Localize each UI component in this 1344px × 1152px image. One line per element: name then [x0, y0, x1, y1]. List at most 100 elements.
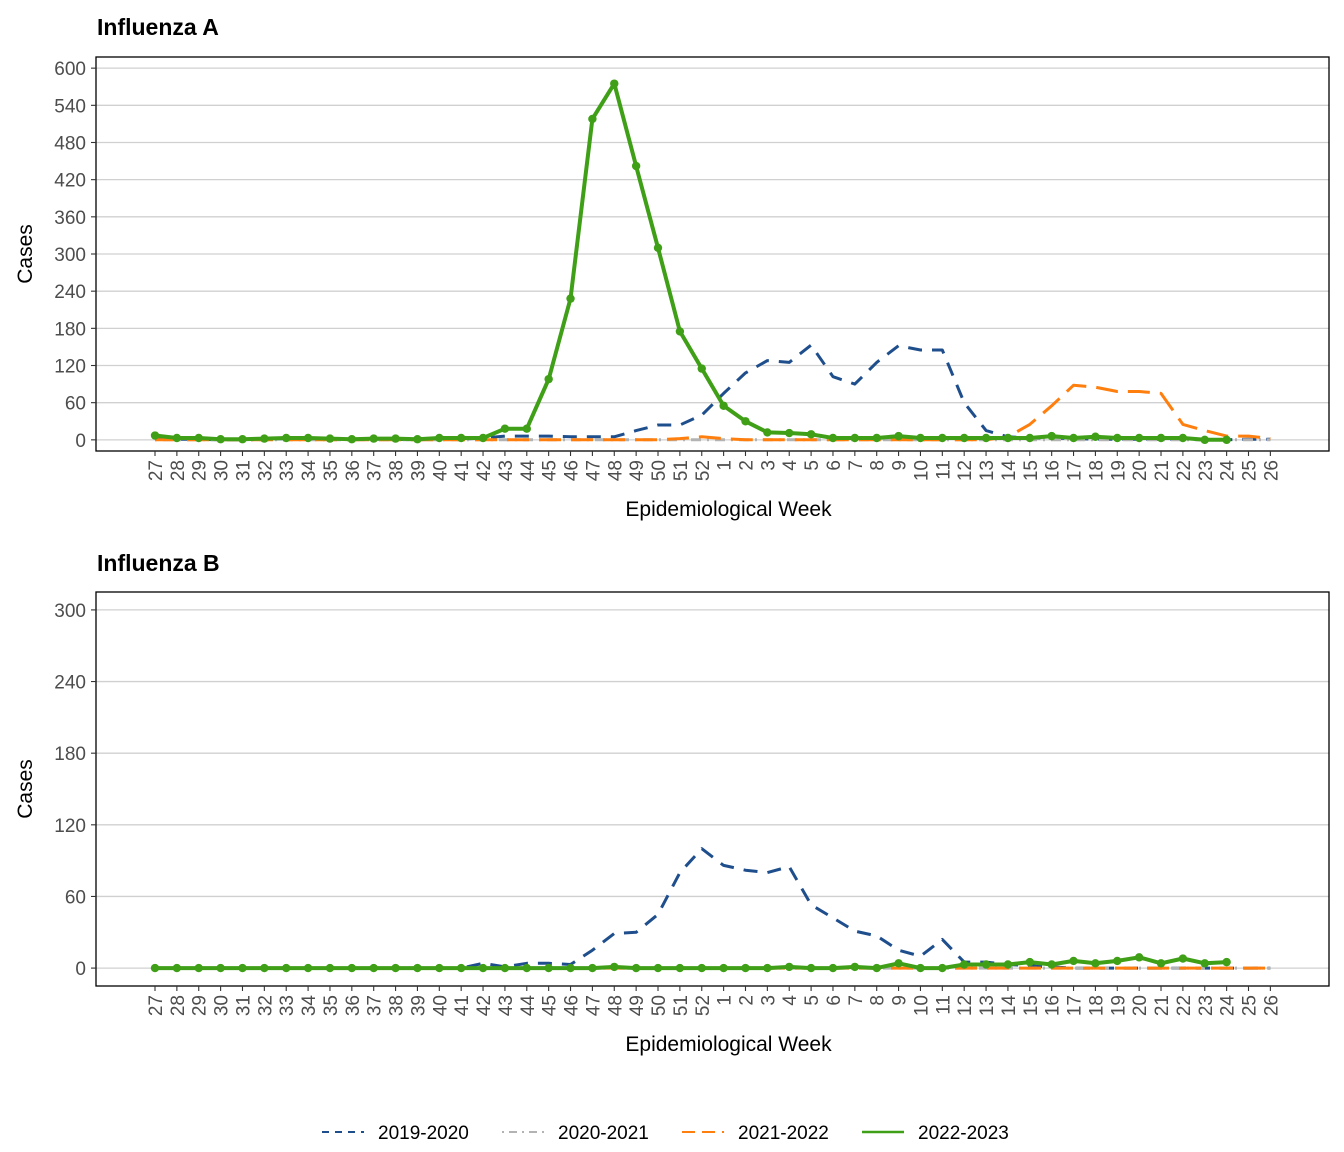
x-tick-label: 37	[365, 995, 386, 1016]
x-tick-label: 6	[824, 460, 845, 471]
data-point-2022-2023	[1200, 435, 1209, 445]
data-point-2022-2023	[785, 428, 794, 438]
x-tick-label: 24	[1218, 995, 1239, 1017]
data-point-2022-2023	[1156, 433, 1166, 443]
data-point-2022-2023	[1134, 953, 1144, 962]
x-tick-label: 51	[671, 460, 692, 481]
data-point-2022-2023	[150, 431, 160, 440]
data-point-2022-2023	[1069, 956, 1078, 966]
x-tick-label: 36	[343, 995, 364, 1016]
data-point-2022-2023	[1156, 959, 1166, 968]
x-tick-label: 27	[146, 460, 167, 481]
x-tick-label: 7	[846, 460, 867, 471]
x-tick-label: 13	[977, 460, 998, 481]
x-tick-label: 33	[277, 460, 298, 481]
series-line-2019-2020	[155, 343, 1271, 442]
data-point-2022-2023	[456, 963, 466, 973]
legend: 2019-2020 2020-2021 2021-2022 2022-2023	[322, 1123, 1009, 1144]
x-tick-label: 32	[255, 995, 276, 1016]
data-point-2022-2023	[916, 963, 925, 973]
x-tick-label: 44	[518, 995, 539, 1017]
x-tick-label: 7	[846, 995, 867, 1006]
x-tick-label: 20	[1130, 995, 1151, 1016]
x-tick-label: 52	[693, 460, 714, 481]
x-tick-label: 34	[299, 995, 320, 1017]
data-point-2022-2023	[894, 959, 903, 968]
data-point-2022-2023	[1113, 433, 1122, 443]
data-point-2022-2023	[588, 114, 597, 124]
x-tick-label: 3	[758, 460, 779, 471]
x-tick-label: 38	[387, 460, 408, 481]
data-point-2022-2023	[391, 434, 400, 443]
x-tick-label: 23	[1196, 995, 1217, 1016]
x-tick-label: 46	[562, 995, 583, 1016]
data-point-2022-2023	[566, 963, 575, 973]
data-point-2022-2023	[806, 430, 816, 439]
x-tick-label: 29	[190, 460, 211, 481]
data-point-2022-2023	[238, 963, 247, 973]
plot-frame	[95, 591, 1330, 987]
x-tick-label: 50	[649, 995, 670, 1016]
data-point-2022-2023	[959, 960, 969, 969]
data-point-2022-2023	[194, 963, 203, 973]
x-tick-label: 9	[890, 460, 911, 471]
x-tick-label: 30	[212, 995, 233, 1016]
data-point-2022-2023	[303, 963, 313, 973]
data-point-2022-2023	[938, 963, 947, 973]
data-point-2022-2023	[216, 435, 225, 444]
x-tick-label: 26	[1261, 460, 1282, 481]
data-point-2022-2023	[872, 433, 881, 443]
x-tick-label: 38	[387, 995, 408, 1016]
x-tick-label: 39	[408, 460, 429, 481]
data-point-2022-2023	[806, 963, 816, 973]
y-axis-title: Cases	[14, 224, 37, 284]
legend-label-2022-2023: 2022-2023	[918, 1123, 1009, 1144]
data-point-2022-2023	[391, 963, 400, 973]
data-point-2022-2023	[631, 963, 641, 973]
x-tick-label: 17	[1065, 460, 1086, 481]
x-tick-label: 39	[408, 995, 429, 1016]
x-tick-label: 10	[911, 995, 932, 1016]
data-point-2022-2023	[916, 433, 925, 443]
data-point-2022-2023	[1025, 433, 1035, 443]
x-tick-label: 9	[890, 995, 911, 1006]
x-tick-label: 37	[365, 460, 386, 481]
x-tick-label: 1	[715, 460, 736, 471]
x-tick-label: 31	[233, 460, 254, 481]
y-tick-label: 0	[75, 959, 86, 980]
x-tick-label: 16	[1043, 460, 1064, 481]
data-point-2022-2023	[850, 433, 860, 443]
x-tick-label: 45	[540, 995, 561, 1016]
x-tick-label: 25	[1240, 460, 1261, 481]
data-point-2022-2023	[369, 434, 378, 443]
x-tick-label: 41	[452, 460, 473, 481]
series-line-2021-2022	[155, 383, 1271, 442]
data-point-2022-2023	[610, 962, 619, 972]
data-point-2022-2023	[435, 433, 444, 443]
x-tick-label: 11	[933, 995, 954, 1015]
chart-title: Influenza A	[97, 14, 219, 40]
y-tick-label: 600	[54, 59, 86, 80]
x-tick-label: 21	[1152, 995, 1173, 1016]
x-tick-label: 2	[736, 460, 757, 471]
legend-label-2019-2020: 2019-2020	[378, 1123, 469, 1144]
data-point-2022-2023	[719, 963, 728, 973]
data-point-2022-2023	[325, 963, 335, 973]
x-tick-label: 48	[605, 995, 626, 1016]
data-point-2022-2023	[544, 374, 553, 384]
legend-label-2020-2021: 2020-2021	[558, 1123, 649, 1144]
x-tick-label: 5	[802, 995, 823, 1006]
x-tick-label: 22	[1174, 460, 1195, 481]
x-tick-label: 5	[802, 460, 823, 471]
x-tick-label: 1	[715, 995, 736, 1006]
x-tick-label: 40	[430, 995, 451, 1016]
x-tick-label: 16	[1043, 995, 1064, 1016]
data-point-2022-2023	[413, 963, 422, 973]
data-point-2022-2023	[194, 433, 203, 443]
series-line-2019-2020	[155, 847, 1271, 970]
data-point-2022-2023	[1134, 433, 1144, 443]
y-tick-label: 60	[65, 394, 86, 415]
x-tick-label: 34	[299, 460, 320, 482]
